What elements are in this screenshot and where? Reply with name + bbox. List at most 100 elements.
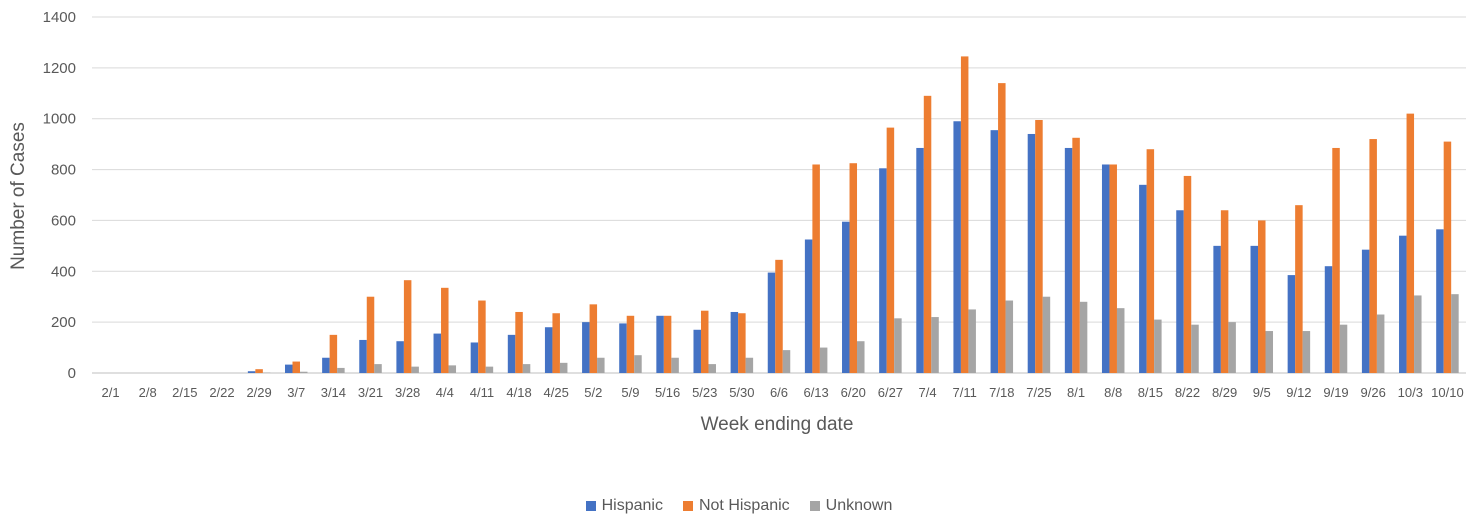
bar-hispanic <box>767 272 776 373</box>
y-tick-label: 1400 <box>43 9 76 26</box>
bar-unknown <box>1414 295 1422 373</box>
bar-not-hispanic <box>329 334 338 373</box>
bar-not-hispanic <box>255 369 263 373</box>
x-tick-label: 9/26 <box>1361 385 1386 400</box>
x-tick-label: 10/10 <box>1431 385 1464 400</box>
bar-not-hispanic <box>626 315 635 373</box>
x-tick-label: 8/15 <box>1138 385 1163 400</box>
bar-not-hispanic <box>886 127 895 373</box>
bar-unknown <box>559 362 568 373</box>
y-axis-label: Number of Cases <box>8 122 29 270</box>
bar-unknown <box>1339 324 1348 373</box>
bar-unknown <box>448 365 457 373</box>
bar-hispanic <box>804 239 813 373</box>
x-tick-label: 5/16 <box>655 385 680 400</box>
y-tick-label: 600 <box>51 212 76 229</box>
bar-not-hispanic <box>366 296 375 373</box>
bar-not-hispanic <box>1332 147 1340 373</box>
bar-hispanic <box>470 342 479 373</box>
bar-unknown <box>708 364 716 373</box>
bar-hispanic <box>1361 249 1370 373</box>
bar-chart: 0 200 400 600 800 1000 1200 1400 2/1 2/8 2/15 2/22… <box>8 9 1466 435</box>
bar-hispanic <box>619 323 627 373</box>
bar-unknown <box>1451 294 1459 373</box>
legend-item-hispanic: Hispanic <box>585 497 663 515</box>
x-tick-label: 2/15 <box>172 385 197 400</box>
bar-hispanic <box>656 315 664 373</box>
bar-not-hispanic <box>589 304 598 373</box>
bar-hispanic <box>1287 275 1296 373</box>
legend-label-unknown: Unknown <box>825 497 893 514</box>
bar-unknown <box>1116 308 1125 373</box>
bar-not-hispanic <box>1369 139 1377 373</box>
bar-not-hispanic <box>292 361 300 373</box>
bar-unknown <box>931 317 939 373</box>
y-tick-label: 400 <box>51 263 76 280</box>
bar-not-hispanic <box>1072 137 1080 373</box>
bar-hispanic <box>916 147 924 373</box>
y-tick-label: 1200 <box>43 60 76 77</box>
y-axis-ticks: 0 200 400 600 800 1000 1200 1400 <box>43 9 76 382</box>
x-tick-label: 7/25 <box>1026 385 1051 400</box>
bar-hispanic <box>1399 235 1407 373</box>
bar-hispanic <box>1064 147 1073 373</box>
x-axis-label: Week ending date <box>701 414 854 435</box>
x-tick-label: 2/29 <box>246 385 271 400</box>
x-tick-label: 5/30 <box>729 385 754 400</box>
legend-item-not-hispanic: Not Hispanic <box>682 497 790 515</box>
y-tick-label: 800 <box>51 162 76 179</box>
x-tick-label: 8/29 <box>1212 385 1237 400</box>
x-tick-label: 5/23 <box>692 385 717 400</box>
bar-hispanic <box>1250 245 1259 373</box>
bar-not-hispanic <box>1220 210 1229 373</box>
bar-not-hispanic <box>1295 205 1303 373</box>
bar-not-hispanic <box>1035 119 1043 373</box>
x-tick-label: 7/18 <box>989 385 1014 400</box>
bar-hispanic <box>879 168 887 373</box>
bar-hispanic <box>247 371 256 373</box>
y-tick-label: 0 <box>68 365 76 382</box>
x-tick-label: 8/1 <box>1067 385 1085 400</box>
bar-not-hispanic <box>663 315 672 373</box>
bars <box>247 56 1459 374</box>
x-tick-label: 3/28 <box>395 385 420 400</box>
bar-hispanic <box>1213 245 1221 373</box>
bar-hispanic <box>1101 164 1110 373</box>
bar-unknown <box>1302 331 1311 373</box>
bar-not-hispanic <box>960 56 969 374</box>
bar-not-hispanic <box>923 95 932 373</box>
bar-unknown <box>1005 300 1014 373</box>
bar-not-hispanic <box>700 310 709 373</box>
bar-not-hispanic <box>738 313 746 373</box>
bar-unknown <box>968 309 976 373</box>
x-tick-label: 3/7 <box>287 385 305 400</box>
x-tick-label: 6/27 <box>878 385 903 400</box>
x-tick-label: 6/6 <box>770 385 788 400</box>
bar-unknown <box>671 357 679 373</box>
bar-not-hispanic <box>812 164 820 373</box>
bar-not-hispanic <box>849 163 858 373</box>
x-tick-label: 2/22 <box>209 385 234 400</box>
x-tick-label: 5/2 <box>584 385 602 400</box>
x-tick-label: 3/21 <box>358 385 383 400</box>
x-tick-label: 7/4 <box>919 385 937 400</box>
bar-unknown <box>819 347 828 373</box>
bar-not-hispanic <box>552 313 560 373</box>
bar-unknown <box>299 371 308 373</box>
bar-unknown <box>485 366 494 373</box>
x-tick-label: 9/5 <box>1253 385 1271 400</box>
x-tick-label: 4/4 <box>436 385 454 400</box>
bar-unknown <box>634 355 642 373</box>
bar-not-hispanic <box>1258 220 1266 373</box>
x-tick-label: 4/11 <box>470 385 494 400</box>
bar-hispanic <box>1324 266 1333 373</box>
bar-unknown <box>262 372 271 373</box>
bar-not-hispanic <box>515 311 523 373</box>
y-tick-label: 200 <box>51 314 76 331</box>
bar-unknown <box>522 364 531 373</box>
bar-unknown <box>1265 331 1274 373</box>
y-tick-label: 1000 <box>43 111 76 128</box>
bar-unknown <box>782 350 791 373</box>
bar-unknown <box>894 318 902 373</box>
bar-not-hispanic <box>775 259 783 373</box>
